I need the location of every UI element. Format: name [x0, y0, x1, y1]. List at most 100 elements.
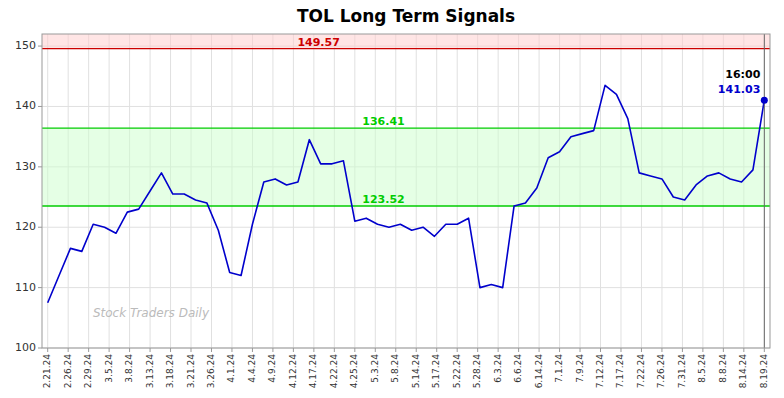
reference-line-label: 136.41 [362, 115, 404, 128]
y-tick [38, 348, 42, 349]
x-tick [354, 348, 355, 352]
labels: 149.57 136.41 123.52 16:00 141.03 Stock Trade… [93, 36, 761, 320]
x-tick-label: 8.19.24 [759, 354, 769, 389]
x-tick-label: 8.8.24 [718, 354, 728, 383]
x-tick [47, 348, 48, 352]
x-tick [436, 348, 437, 352]
y-tick-label: 100 [15, 341, 36, 354]
x-tick-label: 4.25.24 [349, 354, 359, 389]
x-tick-label: 5.22.24 [452, 354, 462, 389]
x-tick-label: 4.9.24 [267, 354, 277, 383]
x-tick-label: 5.8.24 [390, 354, 400, 383]
reference-line-label: 149.57 [297, 36, 339, 49]
x-tick-label: 3.26.24 [206, 354, 216, 389]
x-tick-label: 2.21.24 [42, 354, 52, 389]
x-tick [723, 348, 724, 352]
x-tick [170, 348, 171, 352]
x-tick-label: 5.14.24 [411, 354, 421, 389]
x-tick-label: 7.9.24 [575, 354, 585, 383]
y-tick [38, 46, 42, 47]
x-tick [272, 348, 273, 352]
y-tick [38, 227, 42, 228]
x-tick [375, 348, 376, 352]
x-tick [211, 348, 212, 352]
x-tick-label: 8.5.24 [697, 354, 707, 383]
x-tick-label: 4.17.24 [308, 354, 318, 389]
axes: 1001101201301401502.21.242.26.242.29.243… [15, 39, 769, 388]
x-tick [559, 348, 560, 352]
x-tick-label: 8.14.24 [738, 354, 748, 389]
y-grid-line [42, 106, 770, 107]
x-tick [600, 348, 601, 352]
reference-line [42, 127, 770, 128]
x-tick [88, 348, 89, 352]
x-tick [477, 348, 478, 352]
x-tick [150, 348, 151, 352]
reference-line [42, 48, 770, 49]
x-tick [682, 348, 683, 352]
zone [42, 34, 770, 49]
x-tick-label: 3.5.24 [104, 354, 114, 383]
y-tick-label: 140 [15, 99, 36, 112]
x-tick [68, 348, 69, 352]
x-tick [457, 348, 458, 352]
x-tick [580, 348, 581, 352]
x-tick-label: 7.17.24 [615, 354, 625, 389]
price-line [48, 85, 765, 302]
x-tick-label: 7.31.24 [677, 354, 687, 389]
y-tick [38, 106, 42, 107]
x-tick-label: 5.17.24 [431, 354, 441, 389]
x-tick [231, 348, 232, 352]
x-tick [764, 348, 765, 352]
x-tick [743, 348, 744, 352]
x-tick-label: 7.1.24 [554, 354, 564, 383]
x-tick [293, 348, 294, 352]
x-tick [395, 348, 396, 352]
x-tick [641, 348, 642, 352]
x-tick [620, 348, 621, 352]
x-tick-label: 6.3.24 [493, 354, 503, 383]
x-tick [252, 348, 253, 352]
x-tick [313, 348, 314, 352]
chart: 1001101201301401502.21.242.26.242.29.243… [0, 0, 784, 398]
x-tick-label: 3.18.24 [165, 354, 175, 389]
plot-area [42, 34, 770, 348]
plot-background [42, 34, 770, 348]
last-price-label: 141.03 [718, 83, 760, 96]
last-time-label: 16:00 [725, 68, 760, 81]
x-tick [539, 348, 540, 352]
title: TOL Long Term Signals [297, 6, 515, 26]
x-tick-label: 6.6.24 [513, 354, 523, 383]
y-tick-label: 110 [15, 281, 36, 294]
x-tick [334, 348, 335, 352]
y-grid-line [42, 287, 770, 288]
y-tick-label: 150 [15, 39, 36, 52]
x-tick-label: 4.1.24 [226, 354, 236, 383]
plot-frame [42, 34, 770, 348]
x-tick-label: 7.26.24 [656, 354, 666, 389]
x-tick-label: 5.28.24 [472, 354, 482, 389]
x-tick-label: 3.13.24 [145, 354, 155, 389]
watermark: Stock Traders Daily [93, 306, 210, 320]
reference-line [42, 205, 770, 206]
zone [42, 128, 770, 206]
x-tick [191, 348, 192, 352]
y-tick [38, 166, 42, 167]
x-tick [416, 348, 417, 352]
y-tick-label: 130 [15, 160, 36, 173]
reference-line-label: 123.52 [362, 193, 404, 206]
x-tick-label: 5.3.24 [370, 354, 380, 383]
x-tick-label: 2.29.24 [83, 354, 93, 389]
grid [42, 34, 770, 348]
x-tick-label: 6.14.24 [534, 354, 544, 389]
x-tick [109, 348, 110, 352]
x-tick [518, 348, 519, 352]
x-tick [498, 348, 499, 352]
x-tick [702, 348, 703, 352]
last-point [761, 97, 768, 104]
y-tick [38, 287, 42, 288]
x-tick-label: 7.22.24 [636, 354, 646, 389]
x-tick-label: 7.12.24 [595, 354, 605, 389]
x-tick-label: 4.12.24 [288, 354, 298, 389]
last-point-line [764, 34, 765, 348]
